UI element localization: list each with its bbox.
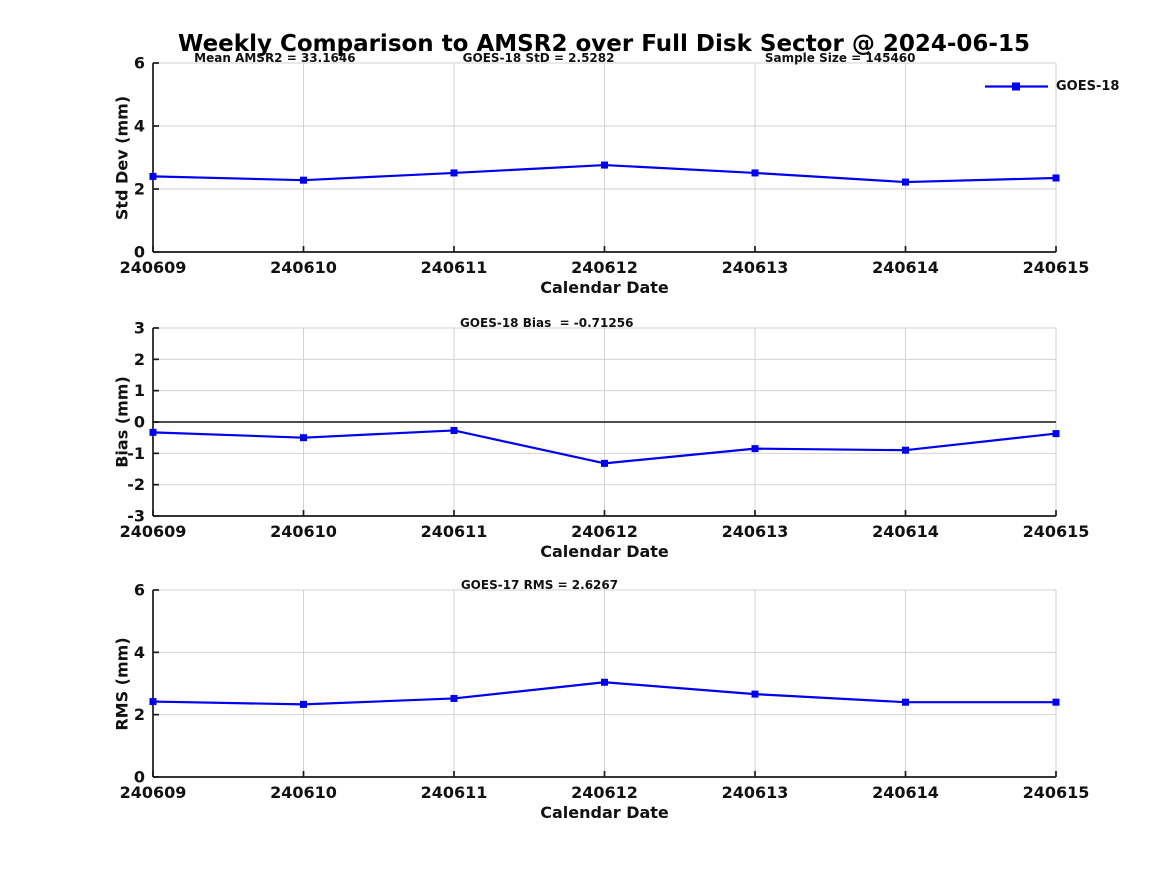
- x-tick-label: 240612: [571, 258, 638, 277]
- data-point-marker: [751, 169, 759, 177]
- legend-goes18-label: GOES-18: [1056, 79, 1120, 94]
- x-tick-label: 240611: [421, 522, 488, 541]
- subplot-bias: -3 -2 -1 0 1 2 3 240609 240610 240611 240612 240613…: [120, 319, 1090, 542]
- x-tick-label: 240615: [1023, 522, 1090, 541]
- y-tick-label: -2: [127, 475, 145, 494]
- data-point-marker: [300, 700, 307, 708]
- x-tick-label: 240614: [872, 522, 939, 541]
- data-point-marker: [601, 678, 608, 686]
- x-tick-label: 240612: [571, 522, 638, 541]
- data-point-marker: [751, 690, 759, 698]
- x-tick-label: 240612: [571, 783, 638, 802]
- x-tick-label: 240610: [270, 258, 337, 277]
- legend-line-marker-icon: [985, 82, 1048, 91]
- y-tick-label: 4: [134, 117, 145, 136]
- x-tick-label: 240610: [270, 522, 337, 541]
- x-tick-label: 240609: [120, 522, 187, 541]
- ylabel-bias: Bias (mm): [112, 376, 132, 468]
- y-tick-label: 3: [134, 319, 145, 338]
- x-tick-label: 240610: [270, 783, 337, 802]
- data-point-marker: [751, 445, 759, 453]
- y-tick-label: 6: [134, 581, 145, 600]
- data-point-marker: [300, 176, 307, 184]
- x-tick-label: 240609: [120, 258, 187, 277]
- subplot-std-dev: 0 2 4 6 240609 240610 240611 240612 240613 240614…: [120, 54, 1090, 278]
- data-point-marker: [149, 172, 157, 180]
- xlabel-calendar-date-2: Calendar Date: [540, 542, 669, 561]
- y-tick-label: 1: [134, 381, 145, 400]
- x-tick-label: 240609: [120, 783, 187, 802]
- y-tick-label: 2: [134, 350, 145, 369]
- subplot-rms: 0 2 4 6 240609 240610 240611 240612 240613 240614…: [120, 581, 1090, 803]
- xlabel-calendar-date-3: Calendar Date: [540, 803, 669, 822]
- x-tick-label: 240611: [421, 258, 488, 277]
- data-point-marker: [1052, 430, 1060, 438]
- data-point-marker: [601, 161, 608, 169]
- data-point-marker: [149, 698, 157, 706]
- x-tick-label: 240614: [872, 258, 939, 277]
- data-point-marker: [601, 459, 608, 467]
- y-tick-label: 0: [134, 768, 145, 787]
- figure-title: Weekly Comparison to AMSR2 over Full Dis…: [178, 31, 1030, 57]
- x-tick-label: 240613: [722, 258, 789, 277]
- x-tick-label: 240613: [722, 783, 789, 802]
- data-point-marker: [902, 698, 909, 706]
- y-tick-label: 2: [134, 705, 145, 724]
- data-point-marker: [902, 446, 909, 454]
- y-tick-label: -1: [127, 444, 145, 463]
- data-point-marker: [450, 169, 458, 177]
- x-tick-label: 240613: [722, 522, 789, 541]
- y-tick-label: 4: [134, 643, 145, 662]
- annotation-goes17-rms: GOES-17 RMS = 2.6267: [460, 578, 619, 592]
- annotation-sample-size: Sample Size = 145460: [764, 51, 916, 65]
- data-point-marker: [1052, 698, 1060, 706]
- y-tick-label: 0: [134, 243, 145, 262]
- data-point-marker: [450, 694, 458, 702]
- x-tick-label: 240611: [421, 783, 488, 802]
- data-point-marker: [902, 178, 909, 186]
- y-tick-label: 2: [134, 180, 145, 199]
- x-tick-label: 240615: [1023, 258, 1090, 277]
- data-point-marker: [149, 428, 157, 436]
- data-point-marker: [450, 426, 458, 434]
- annotation-goes18-bias: GOES-18 Bias = -0.71256: [459, 316, 634, 330]
- xlabel-calendar-date-1: Calendar Date: [540, 278, 669, 297]
- annotation-goes18-std: GOES-18 StD = 2.5282: [462, 51, 615, 65]
- legend: GOES-18: [985, 80, 1119, 93]
- data-point-marker: [1052, 174, 1060, 182]
- annotation-mean-amsr2: Mean AMSR2 = 33.1646: [194, 51, 356, 65]
- ylabel-std-dev: Std Dev (mm): [112, 95, 132, 220]
- y-tick-label: 0: [134, 413, 145, 432]
- data-point-marker: [300, 434, 307, 442]
- y-tick-label: -3: [127, 507, 145, 526]
- x-tick-label: 240614: [872, 783, 939, 802]
- ylabel-rms: RMS (mm): [112, 636, 132, 731]
- x-tick-label: 240615: [1023, 783, 1090, 802]
- y-tick-label: 6: [134, 54, 145, 73]
